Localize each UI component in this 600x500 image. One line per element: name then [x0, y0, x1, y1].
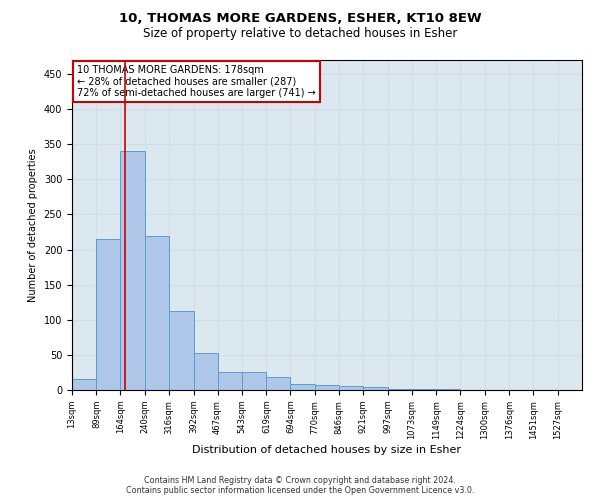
Bar — [339, 386, 363, 390]
Bar — [242, 372, 266, 390]
Bar — [121, 152, 145, 390]
Bar — [363, 387, 388, 390]
Bar — [266, 378, 290, 390]
Bar — [290, 384, 315, 390]
Bar — [218, 372, 242, 390]
Bar — [315, 385, 339, 390]
X-axis label: Distribution of detached houses by size in Esher: Distribution of detached houses by size … — [193, 444, 461, 454]
Text: Contains HM Land Registry data © Crown copyright and database right 2024.
Contai: Contains HM Land Registry data © Crown c… — [126, 476, 474, 495]
Bar — [388, 388, 412, 390]
Text: 10, THOMAS MORE GARDENS, ESHER, KT10 8EW: 10, THOMAS MORE GARDENS, ESHER, KT10 8EW — [119, 12, 481, 26]
Text: Size of property relative to detached houses in Esher: Size of property relative to detached ho… — [143, 28, 457, 40]
Bar — [97, 239, 121, 390]
Bar — [194, 354, 218, 390]
Text: 10 THOMAS MORE GARDENS: 178sqm
← 28% of detached houses are smaller (287)
72% of: 10 THOMAS MORE GARDENS: 178sqm ← 28% of … — [77, 65, 316, 98]
Bar — [72, 380, 97, 390]
Bar — [145, 236, 169, 390]
Bar — [169, 312, 194, 390]
Y-axis label: Number of detached properties: Number of detached properties — [28, 148, 38, 302]
